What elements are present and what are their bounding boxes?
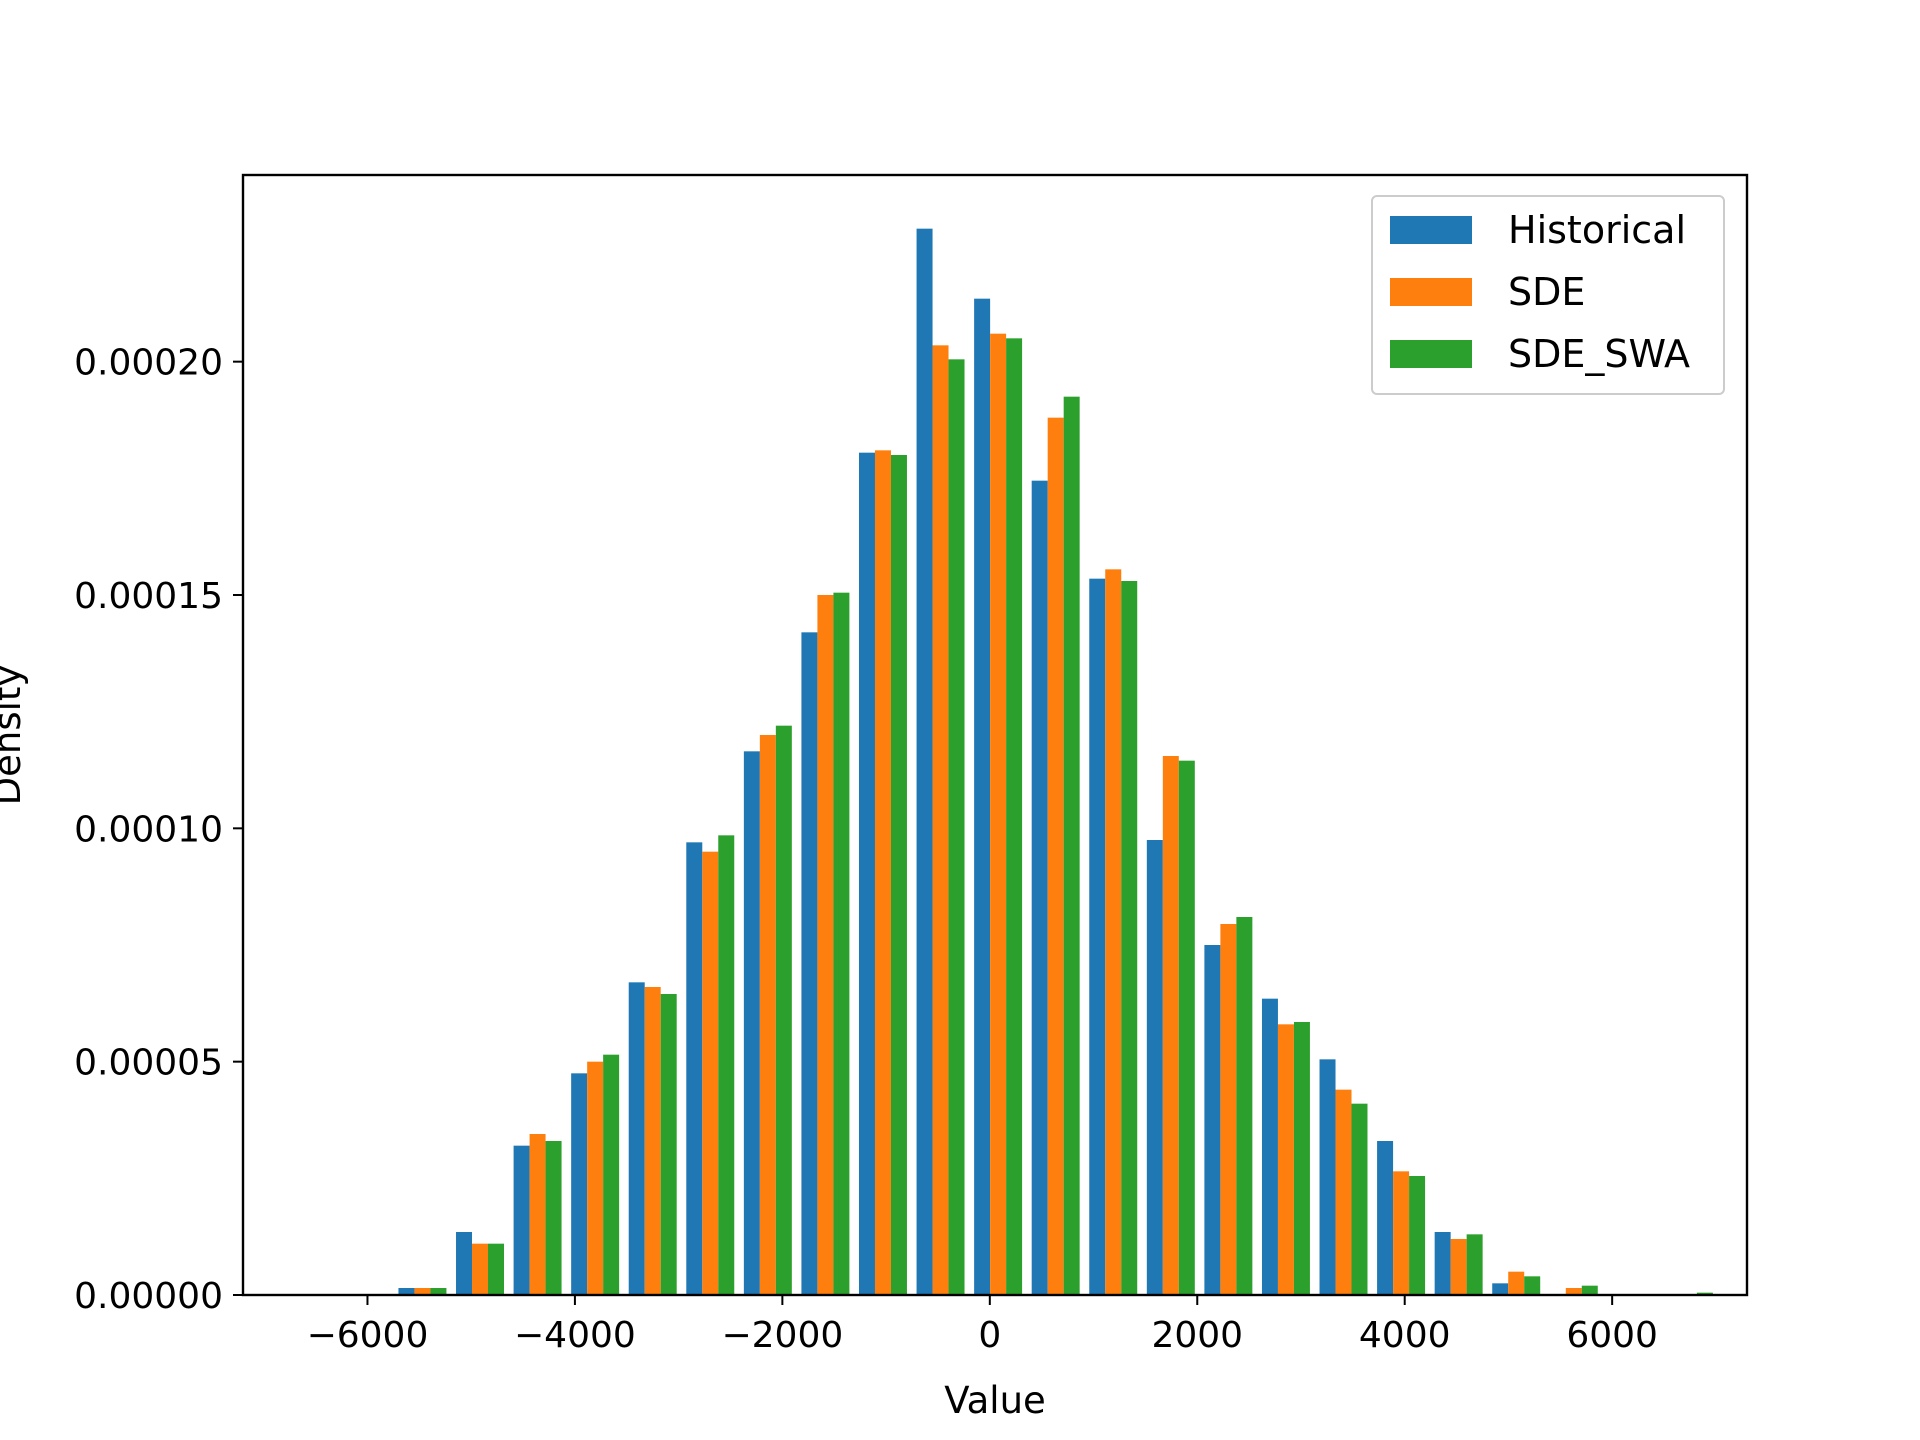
- y-tick-label: 0.00015: [74, 576, 223, 617]
- bar-sde: [1565, 1288, 1582, 1295]
- y-tick-label: 0.00020: [74, 343, 223, 384]
- bar-historical: [1377, 1141, 1394, 1295]
- y-tick-label: 0.00005: [74, 1043, 223, 1084]
- bar-sde-swa: [1178, 760, 1195, 1295]
- bar-historical: [1434, 1232, 1451, 1295]
- x-tick-label: −2000: [721, 1315, 843, 1356]
- legend-swatch: [1390, 278, 1472, 306]
- x-tick-label: 6000: [1566, 1315, 1658, 1356]
- bar-sde-swa: [430, 1288, 447, 1295]
- bar-group: [398, 228, 1713, 1296]
- bar-sde-swa: [488, 1243, 504, 1295]
- legend: Historical SDE SDE_SWA: [1371, 195, 1725, 395]
- bar-sde-swa: [1466, 1234, 1483, 1295]
- x-axis: −6000 −4000 −2000 0 2000 4000 6000: [307, 1295, 1658, 1356]
- bar-historical: [1204, 945, 1221, 1295]
- bar-sde: [990, 333, 1007, 1295]
- bar-historical: [858, 452, 875, 1295]
- bar-sde: [414, 1288, 431, 1295]
- legend-label: Historical: [1508, 208, 1686, 252]
- legend-swatch: [1390, 340, 1472, 368]
- x-tick-label: −4000: [514, 1315, 636, 1356]
- bar-historical: [456, 1232, 473, 1295]
- bar-sde-swa: [775, 725, 792, 1295]
- bar-sde: [472, 1243, 488, 1295]
- bar-sde: [817, 595, 834, 1295]
- bar-historical: [1146, 840, 1163, 1295]
- bar-historical: [801, 632, 818, 1295]
- x-tick-label: 4000: [1359, 1315, 1451, 1356]
- bar-sde-swa: [948, 359, 965, 1296]
- bar-historical: [398, 1288, 415, 1295]
- bar-sde-swa: [603, 1054, 620, 1295]
- bar-sde-swa: [1351, 1103, 1368, 1295]
- bar-sde-swa: [1121, 581, 1138, 1295]
- bar-sde: [1047, 417, 1064, 1295]
- legend-label: SDE_SWA: [1508, 332, 1690, 376]
- bar-sde: [587, 1061, 604, 1295]
- x-tick-label: 2000: [1151, 1315, 1243, 1356]
- legend-swatch: [1390, 216, 1472, 244]
- x-axis-label: Value: [944, 1379, 1046, 1422]
- bar-sde: [1335, 1089, 1352, 1295]
- y-axis: 0.00000 0.00005 0.00010 0.00015 0.00020: [74, 343, 243, 1317]
- bar-sde-swa: [1293, 1022, 1310, 1295]
- bar-sde: [1277, 1024, 1294, 1295]
- bar-sde-swa: [1524, 1276, 1541, 1295]
- plot-frame: [241, 173, 1749, 1297]
- y-tick-label: 0.00010: [74, 809, 223, 850]
- bar-sde: [759, 735, 776, 1295]
- x-tick-label: 0: [978, 1315, 1001, 1356]
- bar-historical: [916, 228, 933, 1295]
- bar-historical: [628, 982, 645, 1295]
- bar-historical: [743, 751, 760, 1295]
- bar-sde: [1105, 569, 1122, 1295]
- bar-historical: [1261, 998, 1278, 1295]
- legend-label: SDE: [1508, 270, 1585, 314]
- bar-historical: [1089, 578, 1106, 1295]
- bar-sde: [1508, 1271, 1525, 1295]
- bar-sde: [1450, 1239, 1467, 1295]
- bar-sde-swa: [1409, 1176, 1426, 1295]
- bar-historical: [974, 298, 991, 1295]
- bar-sde-swa: [660, 994, 677, 1295]
- bar-historical: [686, 842, 703, 1295]
- bar-sde: [932, 345, 949, 1296]
- bar-historical: [1319, 1059, 1336, 1295]
- bar-sde-swa: [545, 1141, 562, 1295]
- bar-sde-swa: [718, 835, 735, 1295]
- bar-sde: [1220, 924, 1237, 1295]
- bar-historical: [571, 1073, 588, 1295]
- bar-sde-swa: [1581, 1285, 1598, 1295]
- bar-sde: [644, 987, 661, 1295]
- bar-sde: [1393, 1171, 1410, 1295]
- bar-sde-swa: [890, 455, 907, 1295]
- bar-historical: [1031, 480, 1048, 1295]
- bar-historical: [513, 1145, 530, 1295]
- bar-sde-swa: [1236, 917, 1253, 1295]
- bar-sde-swa: [1063, 396, 1080, 1295]
- bar-sde-swa: [1006, 338, 1023, 1296]
- bar-sde: [874, 450, 891, 1296]
- y-tick-label: 0.00000: [74, 1276, 223, 1317]
- bar-sde-swa: [833, 592, 850, 1295]
- y-axis-label: Density: [0, 665, 29, 806]
- bar-historical: [1492, 1283, 1509, 1295]
- bar-sde: [529, 1134, 546, 1295]
- bar-sde: [702, 851, 719, 1295]
- bar-sde: [1162, 756, 1179, 1295]
- x-tick-label: −6000: [307, 1315, 429, 1356]
